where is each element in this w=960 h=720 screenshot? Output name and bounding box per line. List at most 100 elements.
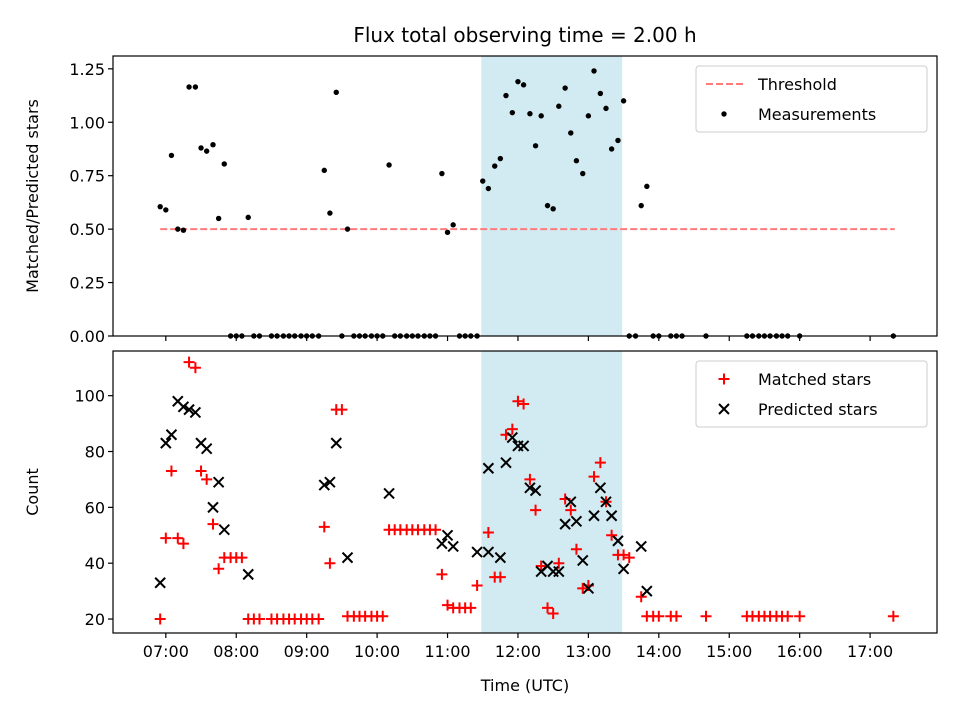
measurement-point (497, 155, 504, 162)
legend-label: Threshold (757, 75, 837, 94)
predicted-stars-point (207, 501, 219, 514)
measurement-point (538, 113, 544, 119)
measurement-point (532, 143, 539, 149)
matched-stars-point (700, 610, 712, 622)
x-tick-label: 10:00 (354, 642, 400, 661)
x-tick-label: 09:00 (284, 642, 330, 661)
measurement-point (585, 113, 592, 119)
measurement-point (439, 170, 445, 177)
measurement-point (386, 162, 392, 168)
predicted-stars-point (529, 484, 542, 497)
x-tick-label: 16:00 (777, 642, 823, 661)
measurement-point (638, 202, 644, 209)
axes-frame (112, 55, 938, 337)
measurement-point (168, 152, 175, 159)
x-tick-label: 15:00 (706, 642, 752, 661)
y-tick-label: 100 (74, 387, 105, 406)
measurement-point (562, 85, 568, 91)
matched-stars-point (635, 591, 647, 603)
measurement-point (503, 92, 509, 99)
measurement-point (163, 207, 169, 213)
measurement-point (198, 145, 204, 151)
legend-label: Matched stars (758, 370, 871, 389)
matched-stars-point (442, 599, 454, 611)
matched-stars-point (436, 568, 448, 580)
matched-stars-point (189, 362, 201, 374)
predicted-stars-point (494, 551, 507, 564)
matched-stars-point (430, 524, 442, 536)
matched-stars-point (588, 471, 600, 483)
y-tick-label: 40 (85, 554, 105, 573)
predicted-stars-point (588, 510, 600, 522)
observing-window-span (481, 56, 623, 336)
predicted-stars-point (471, 546, 483, 558)
legend-frame (695, 360, 928, 428)
predicted-stars-point (165, 429, 178, 441)
matched-stars-point (782, 610, 794, 622)
matched-stars-point (236, 552, 248, 564)
predicted-stars-point (341, 551, 354, 564)
matched-stars-point (165, 465, 177, 477)
matched-stars-point (324, 557, 336, 569)
x-tick-label: 14:00 (636, 642, 682, 661)
measurement-point (221, 161, 227, 167)
y-axis-label: Count (23, 468, 42, 516)
predicted-stars-point (570, 515, 583, 528)
legend: Threshold Measurements (695, 65, 928, 133)
matched-stars-point (253, 613, 265, 625)
predicted-stars-point (218, 523, 230, 536)
predicted-stars-point (436, 537, 448, 550)
measurement-point (603, 105, 609, 112)
measurement-point (186, 84, 192, 90)
matched-stars-point (794, 610, 806, 622)
matched-stars-point (518, 398, 530, 410)
predicted-stars-point (160, 437, 172, 449)
observing-window-span (481, 351, 623, 633)
predicted-stars-point (183, 403, 195, 416)
measurement-point (556, 103, 562, 109)
matched-stars-point (553, 557, 565, 569)
measurement-point (591, 68, 597, 74)
predicted-stars-point (318, 479, 330, 491)
measurement-point (175, 226, 181, 232)
measurement-point (480, 178, 486, 184)
measurement-point (492, 163, 498, 169)
matched-stars-point (670, 610, 682, 622)
measurement-point (245, 214, 251, 221)
predicted-stars-point (617, 563, 630, 575)
predicted-stars-point (441, 529, 454, 541)
matched-stars-point (512, 395, 524, 407)
measurement-point (180, 227, 187, 233)
x-axis-label: Time (UTC) (480, 676, 569, 695)
measurement-point (485, 185, 492, 192)
measurement-point (333, 89, 339, 96)
measurement-point (644, 183, 650, 190)
matched-stars-point (530, 504, 542, 516)
predicted-stars-point (506, 431, 519, 444)
predicted-stars-point (524, 482, 536, 494)
measurement-point (444, 229, 451, 236)
legend-frame (695, 65, 928, 133)
predicted-stars-point (559, 518, 571, 530)
y-tick-label: 0.50 (69, 220, 105, 239)
predicted-stars-point (154, 577, 166, 589)
matched-stars-point (313, 613, 325, 625)
predicted-stars-point (577, 554, 589, 567)
predicted-stars-point (517, 440, 530, 452)
matched-stars-point (318, 521, 330, 533)
predicted-stars-point (565, 496, 577, 508)
y-tick-label: 1.00 (69, 113, 105, 132)
predicted-stars-point (582, 582, 595, 595)
predicted-stars-point (553, 565, 565, 578)
measurement-point (550, 206, 556, 212)
measurement-point (344, 226, 351, 232)
measurement-point (544, 202, 551, 209)
x-tick-label: 11:00 (424, 642, 470, 661)
matched-stars-point (542, 602, 554, 614)
measurement-point (203, 148, 210, 154)
matched-stars-point (524, 473, 536, 485)
predicted-stars-point (641, 585, 653, 597)
y-tick-label: 0.25 (69, 274, 105, 293)
matched-stars-point (172, 532, 184, 544)
